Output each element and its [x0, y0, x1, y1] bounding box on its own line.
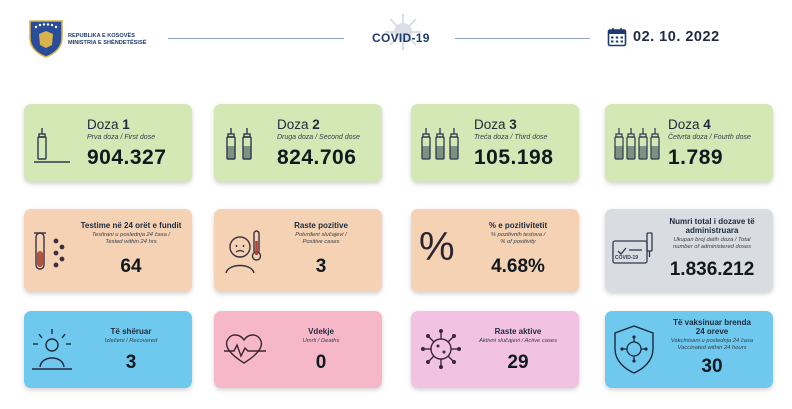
- positive-cases-title: Raste pozitive: [294, 221, 348, 230]
- dose-4-title: Doza 4: [668, 117, 711, 132]
- header-divider-left: [168, 38, 344, 39]
- vaccinated-24h-subtitle-line2: Vaccinated within 24 hours: [677, 345, 747, 351]
- calendar-icon: [607, 28, 627, 47]
- tests-card: Testime në 24 orët e fundit Testirani u …: [24, 209, 192, 292]
- total-doses-subtitle-line1: Ukupan broj datih doza / Total: [673, 237, 751, 243]
- vaccination-card-icon: [612, 232, 653, 264]
- positive-cases-subtitle-line2: Positive cases: [302, 239, 340, 245]
- dose-3-card: Doza 3 Treća doza / Third dose 105.198: [411, 104, 579, 182]
- total-doses-title-line1: Numri total i dozave të: [669, 217, 755, 226]
- vials-icon: [226, 128, 252, 160]
- vaccinated-24h-value: 30: [701, 356, 723, 377]
- dose-2-title: Doza 2: [277, 117, 320, 132]
- dose-1-subtitle: Prva doza / First dose: [87, 134, 156, 141]
- percent-icon: %: [419, 225, 455, 269]
- recovered-value: 3: [125, 352, 137, 373]
- dose-2-card: Doza 2 Druga doza / Second dose 824.706: [214, 104, 382, 182]
- total-doses-value: 1.836.212: [669, 259, 755, 280]
- dose-2-subtitle: Druga doza / Second dose: [277, 134, 360, 141]
- shield-virus-icon: [614, 325, 654, 374]
- vaccinated-24h-title-line1: Të vaksinuar brenda: [673, 318, 751, 327]
- dose-3-value: 105.198: [474, 146, 554, 169]
- vials-icon: [421, 128, 459, 160]
- heart-rate-icon: [224, 334, 266, 364]
- active-cases-title: Raste aktive: [494, 327, 542, 336]
- deaths-subtitle: Umrli / Deaths: [302, 338, 340, 344]
- recovered-person-icon: [32, 329, 72, 370]
- virus-icon: [385, 14, 421, 50]
- kosovo-emblem-icon: [29, 20, 63, 58]
- deaths-card: Vdekje Umrli / Deaths 0: [214, 311, 382, 388]
- active-cases-card: Raste aktive Aktivni slučajevi / Active …: [411, 311, 579, 388]
- positivity-title: % e pozitivitetit: [488, 221, 548, 230]
- positivity-subtitle-line1: % pozitivnih testova /: [490, 232, 546, 238]
- total-doses-subtitle-line2: number of administered doses: [673, 244, 751, 250]
- vaccination-card-label: COVID-19: [615, 255, 639, 261]
- tests-subtitle-line1: Testirani u poslednja 24 časa /: [91, 232, 171, 238]
- recovered-title: Të shëruar: [110, 327, 152, 336]
- dose-2-value: 824.706: [277, 146, 357, 169]
- positive-cases-card: Raste pozitive Potvrđeni slučajevi / Pos…: [214, 209, 382, 292]
- dose-4-subtitle: Četvrta doza / Fourth dose: [668, 134, 751, 141]
- dose-3-title: Doza 3: [474, 117, 517, 132]
- positivity-subtitle-line2: % of positivity: [500, 239, 536, 245]
- vial-icon: [34, 128, 70, 163]
- dose-4-value: 1.789: [668, 146, 724, 169]
- active-cases-value: 29: [507, 352, 529, 373]
- positive-cases-value: 3: [315, 256, 327, 277]
- report-date: 02. 10. 2022: [633, 29, 720, 45]
- virus-icon: [421, 329, 461, 369]
- dose-4-card: Doza 4 Četvrta doza / Fourth dose 1.789: [605, 104, 773, 182]
- dose-1-card: Doza 1 Prva doza / First dose 904.327: [24, 104, 192, 182]
- ministry-name: REPUBLIKA E KOSOVËS MINISTRIA E SHËNDETË…: [68, 33, 147, 46]
- tests-value: 64: [120, 256, 142, 277]
- positivity-value: 4.68%: [491, 256, 545, 277]
- deaths-title: Vdekje: [308, 327, 334, 336]
- total-doses-card: COVID-19 Numri total i dozave të adminis…: [605, 209, 773, 292]
- positivity-card: % % e pozitivitetit % pozitivnih testova…: [411, 209, 579, 292]
- header-divider-right: [455, 38, 590, 39]
- page-title: COVID-19: [372, 31, 430, 45]
- total-doses-title-line2: administruara: [685, 226, 739, 235]
- recovered-subtitle: Izlečeni / Recovered: [104, 338, 158, 344]
- dose-1-title: Doza 1: [87, 117, 130, 132]
- dose-1-value: 904.327: [87, 146, 167, 169]
- tests-title: Testime në 24 orët e fundit: [80, 221, 182, 230]
- deaths-value: 0: [315, 352, 327, 373]
- test-tube-icon: [34, 232, 65, 270]
- tests-subtitle-line2: Tested within 24 hrs: [105, 239, 157, 245]
- recovered-card: Të shëruar Izlečeni / Recovered 3: [24, 311, 192, 388]
- vaccinated-24h-card: Të vaksinuar brenda 24 oreve Vakcinisani…: [605, 311, 773, 388]
- vaccinated-24h-subtitle-line1: Vakcinisani u poslednja 24 časa: [670, 338, 754, 344]
- vaccinated-24h-title-line2: 24 oreve: [695, 327, 729, 336]
- active-cases-subtitle: Aktivni slučajevi / Active cases: [478, 338, 558, 344]
- vials-icon: [614, 128, 660, 160]
- positive-cases-subtitle-line1: Potvrđeni slučajevi /: [295, 232, 347, 238]
- dose-3-subtitle: Treća doza / Third dose: [474, 134, 548, 141]
- sick-person-icon: [225, 230, 262, 274]
